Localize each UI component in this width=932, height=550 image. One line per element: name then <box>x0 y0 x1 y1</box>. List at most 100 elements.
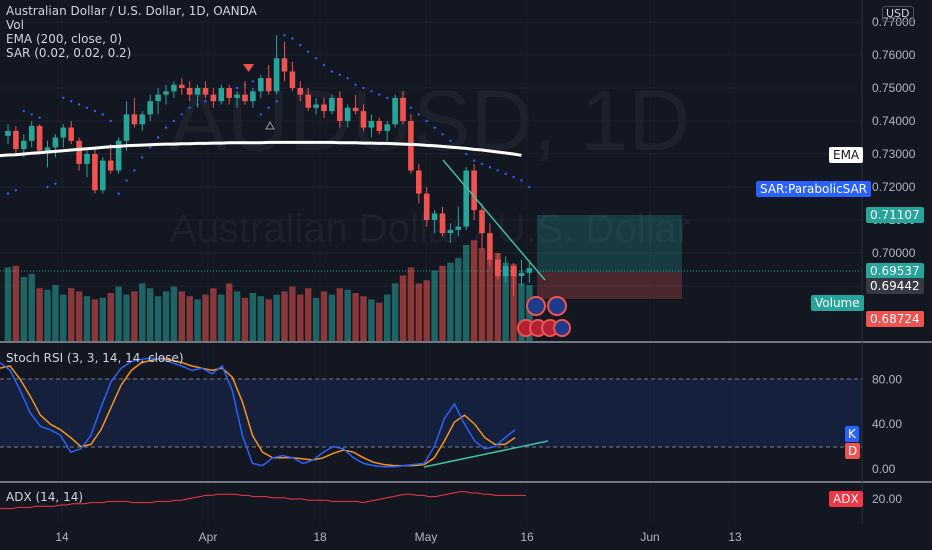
currency-button[interactable]: USD <box>882 6 914 22</box>
adx-axis[interactable]: 20.00 <box>872 492 902 506</box>
sar-dot <box>141 156 144 159</box>
candle-body[interactable] <box>455 226 462 230</box>
adx-legend[interactable]: ADX (14, 14) <box>6 490 84 504</box>
candle-body[interactable] <box>526 268 533 273</box>
candle-body[interactable] <box>250 91 256 102</box>
candle-body[interactable] <box>431 213 438 220</box>
ema-legend[interactable]: EMA (200, close, 0) <box>6 32 123 46</box>
candle-body[interactable] <box>68 127 74 141</box>
candle-body[interactable] <box>131 114 138 125</box>
ema-tag: EMA <box>829 147 864 163</box>
candle-body[interactable] <box>226 88 232 98</box>
candle-body[interactable] <box>155 94 161 102</box>
candle-body[interactable] <box>502 266 509 277</box>
candle-body[interactable] <box>352 107 359 112</box>
stoch-legend[interactable]: Stoch RSI (3, 3, 14, 14, close) <box>6 351 184 365</box>
candle-body[interactable] <box>123 114 130 141</box>
candle-body[interactable] <box>344 107 351 121</box>
candle-body[interactable] <box>447 229 454 234</box>
sar-legend[interactable]: SAR (0.02, 0.02, 0.2) <box>6 46 132 60</box>
au-flag-icon[interactable] <box>526 296 546 316</box>
candle-body[interactable] <box>186 88 193 95</box>
candle-body[interactable] <box>265 78 272 92</box>
candle-body[interactable] <box>28 125 35 141</box>
adx-line[interactable] <box>0 491 526 510</box>
candle-body[interactable] <box>368 121 375 128</box>
stoch-d-line[interactable] <box>0 357 516 467</box>
stoch-k-line[interactable] <box>0 357 516 468</box>
candle-body[interactable] <box>510 266 517 277</box>
candle-body[interactable] <box>76 140 82 164</box>
candle-body[interactable] <box>147 101 153 115</box>
volume-bar <box>233 291 241 341</box>
candle-body[interactable] <box>60 127 67 138</box>
stoch-divergence-line[interactable] <box>423 440 549 468</box>
candle-body[interactable] <box>202 88 209 95</box>
stoch-axis[interactable]: 80.00 40.00 0.00 <box>872 372 902 476</box>
volume-bar <box>186 296 193 341</box>
au-flag-icon[interactable] <box>547 296 567 316</box>
candle-body[interactable] <box>92 154 98 191</box>
candle-body[interactable] <box>163 91 169 95</box>
time-axis[interactable]: 14 Apr 18 May 16 Jun 13 <box>55 530 742 544</box>
candle-body[interactable] <box>115 140 122 171</box>
au-flag-icon[interactable] <box>553 319 571 337</box>
ema-200-line[interactable] <box>0 140 522 158</box>
candle-body[interactable] <box>44 147 51 151</box>
candle-body[interactable] <box>360 111 367 128</box>
candle-body[interactable] <box>258 78 264 92</box>
candle-body[interactable] <box>400 97 406 121</box>
candle-body[interactable] <box>21 140 27 150</box>
candle-body[interactable] <box>289 71 296 89</box>
candle-body[interactable] <box>518 272 525 277</box>
candle-body[interactable] <box>179 84 185 88</box>
candlesticks[interactable] <box>5 35 533 296</box>
candle-body[interactable] <box>242 94 248 102</box>
candle-body[interactable] <box>439 213 446 234</box>
candle-body[interactable] <box>194 88 201 95</box>
candle-body[interactable] <box>471 170 477 211</box>
volume-bar <box>226 283 233 341</box>
candle-body[interactable] <box>107 160 114 171</box>
sar-dot <box>38 116 41 119</box>
long-position-profit-zone[interactable] <box>537 215 682 272</box>
candle-body[interactable] <box>321 104 327 112</box>
vol-legend[interactable]: Vol <box>6 18 24 32</box>
candle-body[interactable] <box>84 154 90 164</box>
symbol-title[interactable]: Australian Dollar / U.S. Dollar, 1D, OAN… <box>6 4 257 18</box>
trend-line[interactable] <box>442 159 546 281</box>
candle-body[interactable] <box>297 88 304 95</box>
candle-body[interactable] <box>234 94 240 98</box>
candle-body[interactable] <box>139 114 146 125</box>
candle-body[interactable] <box>423 193 430 220</box>
candle-body[interactable] <box>52 137 59 148</box>
candle-body[interactable] <box>218 88 225 102</box>
sar-dot <box>346 76 349 80</box>
candle-body[interactable] <box>384 124 390 131</box>
candle-body[interactable] <box>100 160 106 191</box>
candle-body[interactable] <box>13 130 19 150</box>
economic-events[interactable] <box>517 296 571 337</box>
candle-body[interactable] <box>329 97 335 112</box>
candle-body[interactable] <box>36 125 43 151</box>
candle-body[interactable] <box>479 210 485 234</box>
long-position-loss-zone[interactable] <box>537 272 682 299</box>
candle-body[interactable] <box>495 259 501 277</box>
candle-body[interactable] <box>5 130 11 136</box>
candle-body[interactable] <box>273 58 280 92</box>
candle-body[interactable] <box>416 170 422 194</box>
candle-body[interactable] <box>463 170 469 227</box>
candle-body[interactable] <box>171 84 177 92</box>
candle-body[interactable] <box>392 97 398 125</box>
price-axis[interactable]: 0.770000.760000.750000.740000.730000.720… <box>872 15 916 293</box>
candle-body[interactable] <box>376 121 383 131</box>
candle-body[interactable] <box>210 94 217 102</box>
candle-body[interactable] <box>281 58 288 72</box>
candle-body[interactable] <box>487 233 493 260</box>
candle-body[interactable] <box>313 104 319 108</box>
candle-body[interactable] <box>337 97 343 121</box>
volume-bar <box>273 294 280 341</box>
candle-body[interactable] <box>305 94 311 108</box>
